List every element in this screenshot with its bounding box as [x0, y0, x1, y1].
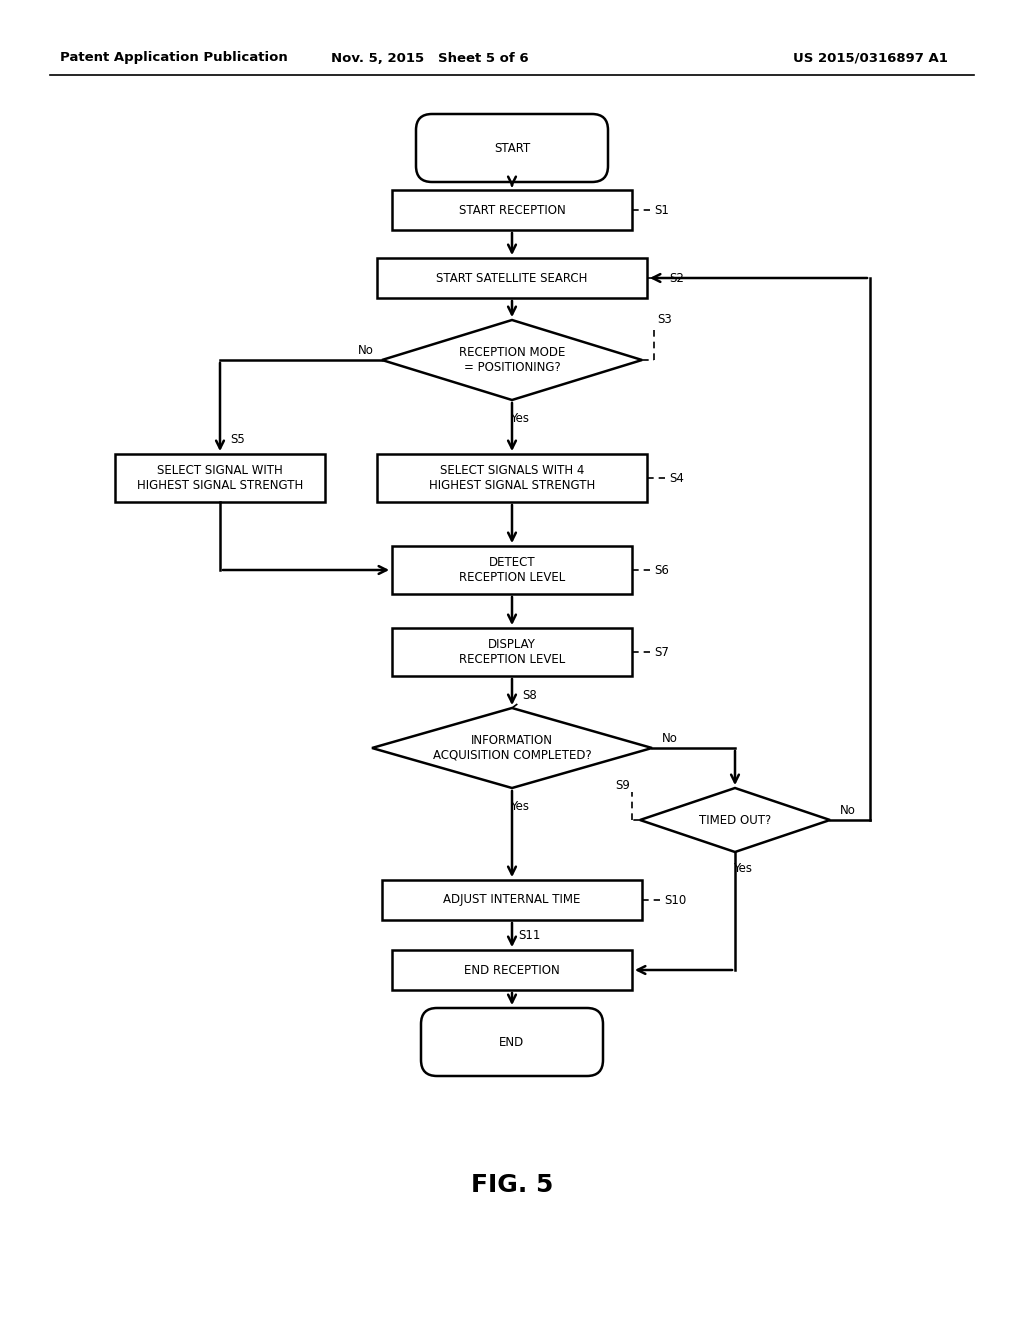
- Text: Patent Application Publication: Patent Application Publication: [60, 51, 288, 65]
- Text: Yes: Yes: [511, 412, 529, 425]
- Text: Yes: Yes: [511, 800, 529, 813]
- Text: SELECT SIGNAL WITH
HIGHEST SIGNAL STRENGTH: SELECT SIGNAL WITH HIGHEST SIGNAL STRENG…: [137, 465, 303, 492]
- Text: S4: S4: [669, 471, 684, 484]
- Text: TIMED OUT?: TIMED OUT?: [698, 813, 771, 826]
- Text: S6: S6: [654, 564, 669, 577]
- FancyBboxPatch shape: [421, 1008, 603, 1076]
- Text: S1: S1: [654, 203, 669, 216]
- Bar: [392, 546, 632, 594]
- Text: END: END: [500, 1035, 524, 1048]
- Text: S11: S11: [518, 929, 541, 942]
- Bar: [382, 880, 642, 920]
- Polygon shape: [382, 319, 642, 400]
- Text: S8: S8: [522, 689, 537, 702]
- Text: S9: S9: [615, 779, 630, 792]
- FancyBboxPatch shape: [416, 114, 608, 182]
- Text: START RECEPTION: START RECEPTION: [459, 203, 565, 216]
- Text: No: No: [358, 343, 374, 356]
- Text: START SATELLITE SEARCH: START SATELLITE SEARCH: [436, 272, 588, 285]
- Polygon shape: [640, 788, 830, 851]
- Polygon shape: [372, 708, 652, 788]
- Text: RECEPTION MODE
= POSITIONING?: RECEPTION MODE = POSITIONING?: [459, 346, 565, 374]
- Text: DISPLAY
RECEPTION LEVEL: DISPLAY RECEPTION LEVEL: [459, 638, 565, 667]
- Text: S7: S7: [654, 645, 669, 659]
- Text: END RECEPTION: END RECEPTION: [464, 964, 560, 977]
- Bar: [377, 454, 647, 502]
- Text: Yes: Yes: [733, 862, 753, 875]
- Text: DETECT
RECEPTION LEVEL: DETECT RECEPTION LEVEL: [459, 556, 565, 583]
- Text: INFORMATION
ACQUISITION COMPLETED?: INFORMATION ACQUISITION COMPLETED?: [432, 734, 592, 762]
- Text: No: No: [840, 804, 856, 817]
- Text: US 2015/0316897 A1: US 2015/0316897 A1: [793, 51, 947, 65]
- Text: START: START: [494, 141, 530, 154]
- Text: Nov. 5, 2015   Sheet 5 of 6: Nov. 5, 2015 Sheet 5 of 6: [331, 51, 528, 65]
- Text: SELECT SIGNALS WITH 4
HIGHEST SIGNAL STRENGTH: SELECT SIGNALS WITH 4 HIGHEST SIGNAL STR…: [429, 465, 595, 492]
- Bar: [392, 628, 632, 676]
- Text: ADJUST INTERNAL TIME: ADJUST INTERNAL TIME: [443, 894, 581, 907]
- Bar: [392, 950, 632, 990]
- Text: S10: S10: [664, 894, 686, 907]
- Bar: [377, 257, 647, 298]
- Text: S3: S3: [657, 313, 672, 326]
- Text: No: No: [662, 731, 678, 744]
- Text: S5: S5: [230, 433, 245, 446]
- Bar: [115, 454, 325, 502]
- Text: FIG. 5: FIG. 5: [471, 1173, 553, 1197]
- Bar: [392, 190, 632, 230]
- Text: S2: S2: [669, 272, 684, 285]
